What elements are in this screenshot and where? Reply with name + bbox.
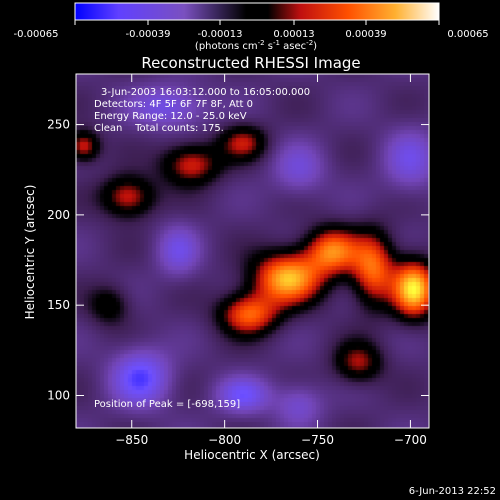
heatmap-image xyxy=(76,74,429,428)
peak-position-text: Position of Peak = [-698,159] xyxy=(94,399,240,410)
clean-counts-text: Clean Total counts: 175. xyxy=(94,123,224,134)
x-tick-label: −750 xyxy=(301,433,334,447)
x-axis-label: Heliocentric X (arcsec) xyxy=(184,448,320,462)
colorbar-tick-label: -0.00013 xyxy=(198,29,243,40)
x-tick-label: −700 xyxy=(394,433,427,447)
generation-date: 6-Jun-2013 22:52 xyxy=(409,486,496,497)
y-tick-label: 150 xyxy=(47,298,70,312)
colorbar-unit-label: (photons cm-2 s-1 asec-2) xyxy=(195,39,317,52)
y-tick-label: 250 xyxy=(47,118,70,132)
colorbar-tick-label: 0.00013 xyxy=(273,29,314,40)
y-tick-label: 200 xyxy=(47,208,70,222)
colorbar-tick-label: -0.00065 xyxy=(14,29,59,40)
x-tick-label: −850 xyxy=(115,433,148,447)
y-tick-label: 100 xyxy=(47,388,70,402)
y-axis-label: Heliocentric Y (arcsec) xyxy=(23,185,37,320)
colorbar-tick-label: -0.00039 xyxy=(126,29,171,40)
energy-range-text: Energy Range: 12.0 - 25.0 keV xyxy=(94,111,247,122)
colorbar xyxy=(74,2,440,21)
detectors-text: Detectors: 4F 5F 6F 7F 8F, Att 0 xyxy=(94,99,253,110)
time-range-text: 3-Jun-2003 16:03:12.000 to 16:05:00.000 xyxy=(101,87,310,98)
colorbar-tick-label: 0.00039 xyxy=(345,29,386,40)
chart-title: Reconstructed RHESSI Image xyxy=(141,54,360,72)
x-tick-label: −800 xyxy=(208,433,241,447)
plot-frame xyxy=(75,73,430,429)
axis-ticks: −850 −800 −750 −700 100 150 200 250 xyxy=(47,74,429,447)
colorbar-tick-label: 0.00065 xyxy=(447,29,488,40)
colorbar-ticks xyxy=(74,20,440,25)
